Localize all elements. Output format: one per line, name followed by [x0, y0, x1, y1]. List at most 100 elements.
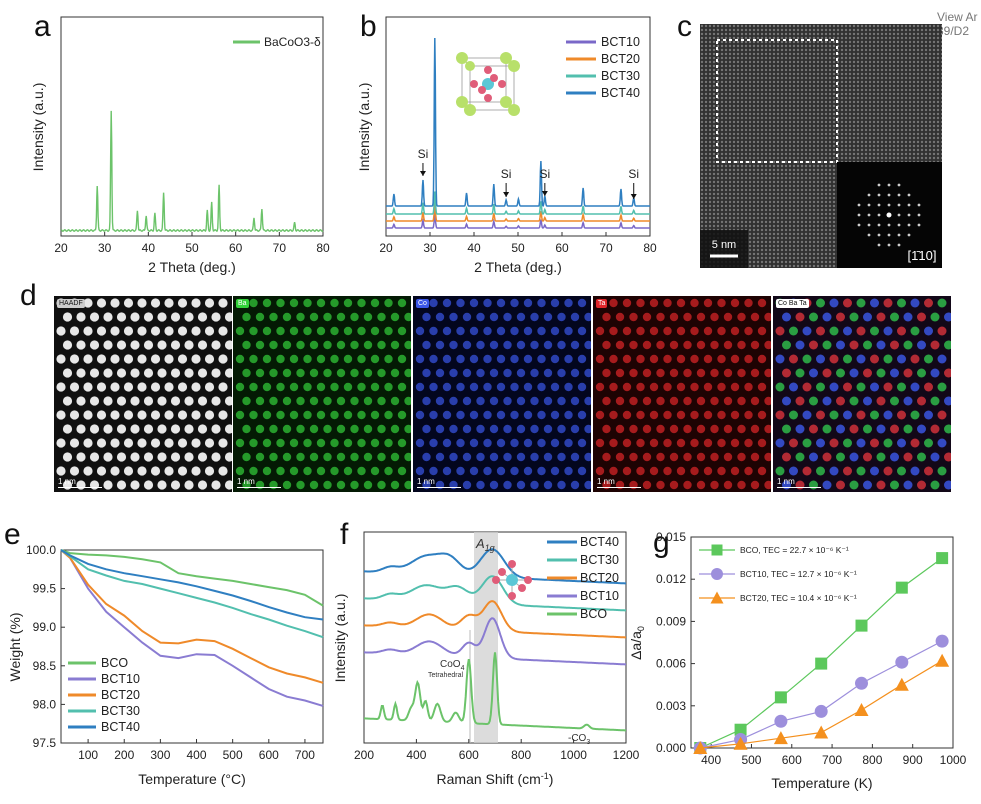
panel-d-map-co-ba-ta: Co Ba Ta 1 nm: [773, 296, 951, 492]
panel-b-xtick-label: 80: [643, 241, 657, 255]
panel-b-xticks: 20 30 40 50 60 70 80: [379, 232, 657, 255]
panel-g-marker-circle: [895, 655, 909, 669]
panel-g-ytick-label: 0.003: [656, 699, 686, 713]
panel-g-marker-square: [734, 723, 747, 736]
panel-c-fft-spot: [857, 213, 861, 217]
panel-c-fft-spot: [917, 213, 921, 217]
panel-f-xtick-label: 400: [406, 748, 426, 762]
panel-c-fft-spot: [917, 203, 921, 207]
panel-d-map-badge: Co Ba Ta: [776, 299, 809, 308]
panel-f-xtick-label: 1200: [613, 748, 640, 762]
panel-d-map-co: Co 1 nm: [413, 296, 591, 492]
panel-e-ytick-label: 99.0: [33, 620, 57, 634]
panel-c-fft-spot: [867, 213, 871, 217]
panel-e-xtick-label: 400: [187, 748, 207, 762]
panel-g-legend-label: BCT20, TEC = 10.4 × 10⁻⁶ K⁻¹: [740, 593, 857, 603]
panel-e-xtick-label: 300: [150, 748, 170, 762]
panel-e-frame: [60, 549, 324, 744]
panel-c-hrtem-image: 5 nm [1̄10]: [700, 24, 942, 268]
panel-b-xtick-label: 30: [423, 241, 437, 255]
panel-g-marker-triangle: [935, 653, 950, 667]
panel-g-legend-label: BCT10, TEC = 12.7 × 10⁻⁶ K⁻¹: [740, 569, 857, 579]
panel-e-axes: 100 200 300 400 500 600 700 97.5 98.0 98.5 99.0 99.…: [26, 543, 315, 762]
panel-a-xtick-label: 40: [142, 241, 156, 255]
panel-f-line-bco: [364, 652, 626, 732]
panel-letter-b: b: [360, 10, 377, 43]
panel-e-xtick-label: 200: [114, 748, 134, 762]
panel-a-trace: [60, 110, 324, 233]
panel-a-xtick-label: 80: [316, 241, 330, 255]
panel-b-xtick-label: 70: [599, 241, 613, 255]
panel-d-map-ba: Ba 1 nm: [233, 296, 411, 492]
panel-f-xtick-label: 200: [354, 748, 374, 762]
panel-a-ylabel: Intensity (a.u.): [30, 83, 46, 172]
panel-g-ytick-label: 0.000: [656, 741, 686, 755]
panel-f-coo4-label: CoO4: [440, 659, 465, 672]
panel-e-xtick-label: 500: [223, 748, 243, 762]
panel-e-ytick-label: 98.5: [33, 659, 57, 673]
panel-g-ylabel: Δa/a0: [628, 626, 646, 660]
panel-e-legend-label: BCT20: [101, 688, 140, 702]
panel-c-fft-spot: [897, 213, 901, 217]
panel-g-ytick-label: 0.006: [656, 657, 686, 671]
panel-f-xlabel: Raman Shift (cm-1): [437, 771, 554, 787]
panel-c-fft-spot: [897, 193, 901, 197]
panel-a-xticks: 20 30 40 50 60 70 80: [54, 232, 330, 255]
panel-g-xtick-label: 800: [862, 753, 882, 767]
panel-e-legend-label: BCT30: [101, 704, 140, 718]
panel-c-fft-spot: [887, 243, 891, 247]
panel-e-ytick-label: 97.5: [33, 736, 57, 750]
panel-d-map-scalebar: 1 nm: [237, 477, 281, 488]
panel-g-marker-square: [815, 657, 828, 670]
panel-c-fft-spot: [877, 183, 881, 187]
panel-d-map-badge: HAADF: [57, 299, 85, 308]
panel-e-legend-label: BCT40: [101, 720, 140, 734]
panel-c-fft-spot: [886, 212, 892, 218]
panel-a-xtick-label: 50: [185, 241, 199, 255]
panel-d-map-scalebar: 1 nm: [597, 477, 641, 488]
panel-e-line-bco: [60, 549, 324, 607]
panel-c-fft-spot: [897, 233, 901, 237]
panel-g-marker-square: [895, 581, 908, 594]
panel-g-legend: BCO, TEC = 22.7 × 10⁻⁶ K⁻¹ BCT10, TEC = 1…: [699, 544, 857, 604]
panel-a-xlabel: 2 Theta (deg.): [148, 259, 236, 275]
panel-b-trace-bct20: [386, 203, 650, 222]
panel-b-xtick-label: 40: [467, 241, 481, 255]
panel-g-xtick-label: 900: [903, 753, 923, 767]
corner-text-line-2: 39/D2: [937, 24, 970, 38]
panel-g-ytick-label: 0.009: [656, 614, 686, 628]
panel-e-ytick-label: 99.5: [33, 582, 57, 596]
panel-g-ytick-label: 0.015: [656, 530, 686, 544]
panel-b-si-arrowhead: [419, 171, 426, 176]
panel-f-axes: 200 400 600 800 1000 1200: [354, 739, 640, 762]
panel-a-xrd-chart: 20 30 40 50 60 70 80 BaCoO3-δ 2 Theta (deg.) I…: [30, 16, 330, 275]
panel-b-trace-bct40: [386, 37, 650, 208]
panel-f-a1g-band: [474, 532, 498, 743]
panel-b-si-label: Si: [501, 167, 512, 181]
panel-c-fft-spot: [857, 203, 861, 207]
panel-letter-d: d: [20, 279, 37, 312]
panel-e-xlabel: Temperature (°C): [138, 771, 246, 787]
panel-g-expansion-chart: 400 500 600 700 800 900 1000 0.000 0.003 0.006 0.0…: [628, 530, 967, 791]
panel-g-marker-circle: [711, 568, 723, 580]
panel-g-marker-triangle: [854, 703, 869, 717]
panel-b-trace-bct30: [386, 191, 650, 215]
panel-g-axes: 400 500 600 700 800 900 1000 0.000 0.003 0.006 0.0…: [656, 530, 967, 767]
panel-f-legend-label: BCT40: [580, 535, 619, 549]
panel-e-xtick-label: 600: [259, 748, 279, 762]
panel-c-fft-spot: [867, 223, 871, 227]
panel-e-line-bct30: [60, 549, 324, 639]
panel-e-line-bct10: [60, 549, 324, 707]
panel-g-marker-triangle: [814, 725, 829, 739]
panel-c-fft-spot: [877, 243, 881, 247]
panel-c-fft-spot: [917, 223, 921, 227]
panel-c-fft-spot: [887, 193, 891, 197]
panel-e-legend: BCO BCT10 BCT20 BCT30 BCT40: [68, 656, 140, 734]
panel-c-fft-spot: [877, 213, 881, 217]
panel-b-legend-label: BCT20: [601, 52, 640, 66]
panel-f-line-bct40: [364, 548, 626, 585]
panel-b-si-label: Si: [418, 147, 429, 161]
panel-letter-g: g: [653, 526, 670, 559]
panel-b-si-markers: Si Si Si Si: [418, 147, 639, 199]
panel-c-fft-spot: [857, 223, 861, 227]
